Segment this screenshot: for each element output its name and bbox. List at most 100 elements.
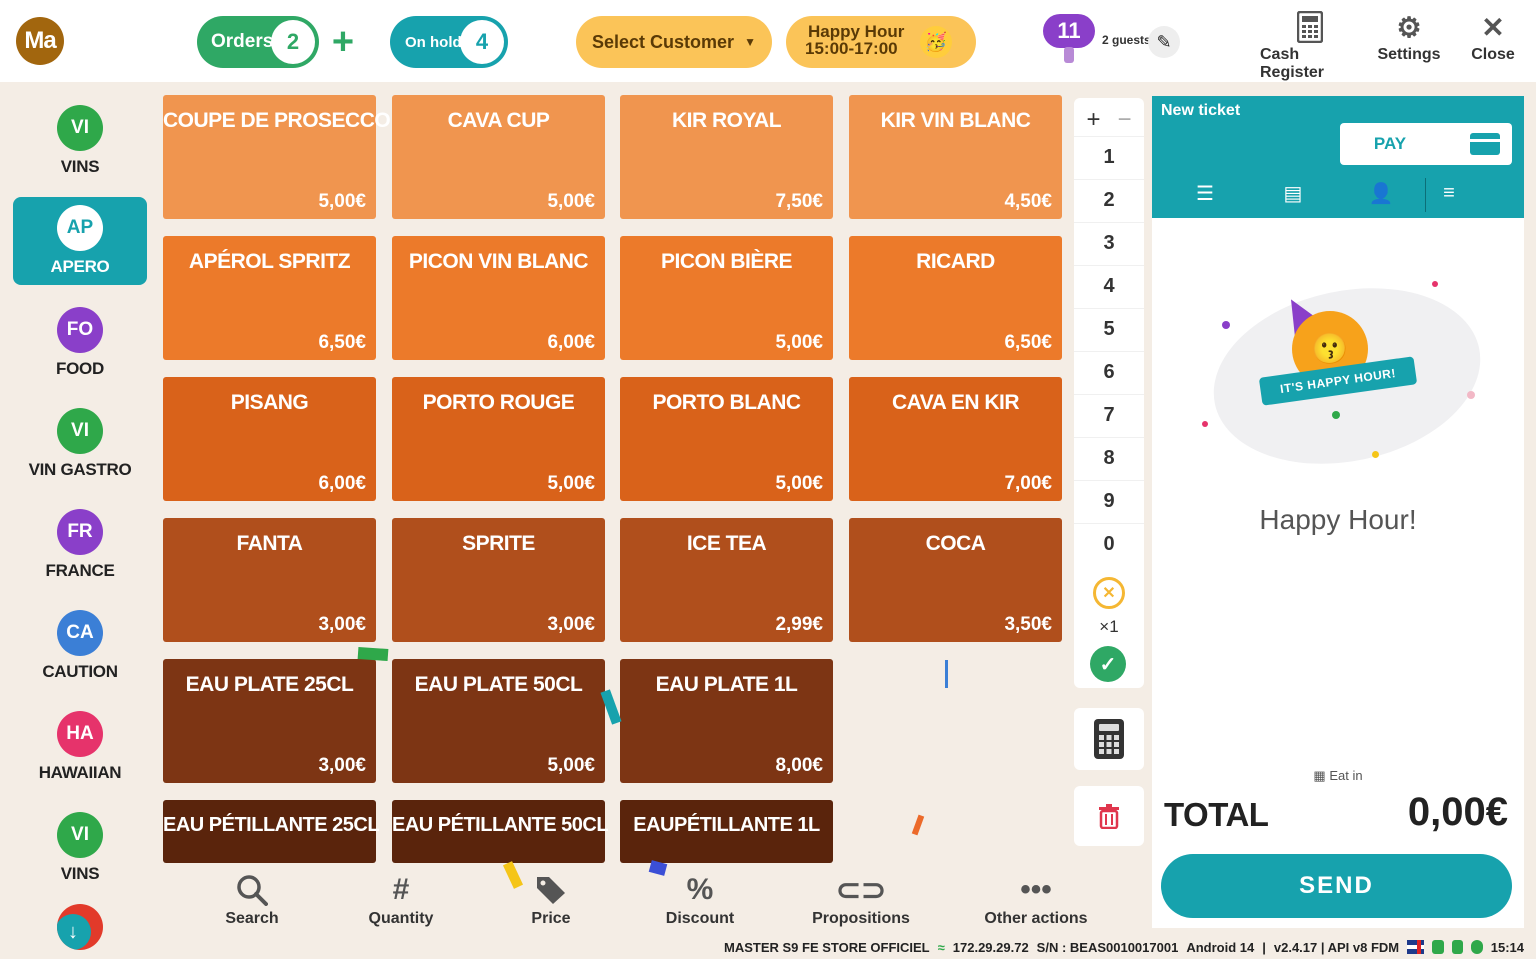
keypad-key-3[interactable]: 3 xyxy=(1074,222,1144,264)
settings-button[interactable]: ⚙ Settings xyxy=(1377,8,1441,64)
ticket-panel: New ticket PAY ☰ ▤ 👤 ≡ 😗 IT'S HAPPY HOUR… xyxy=(1152,96,1524,928)
minus-icon[interactable]: − xyxy=(1117,106,1132,133)
orders-count-badge: 2 xyxy=(271,20,315,64)
keypad-key-2[interactable]: 2 xyxy=(1074,179,1144,221)
clock-time: 15:14 xyxy=(1490,939,1524,955)
keypad-key-6[interactable]: 6 xyxy=(1074,351,1144,393)
product-tile[interactable]: FANTA 3,00€ xyxy=(163,518,376,642)
product-tile[interactable]: KIR VIN BLANC 4,50€ xyxy=(849,95,1062,219)
keypad-key-5[interactable]: 5 xyxy=(1074,308,1144,350)
category-badge: CA xyxy=(57,610,103,656)
category-vins[interactable]: VI VINS xyxy=(13,97,147,185)
product-tile[interactable]: PORTO BLANC 5,00€ xyxy=(620,377,833,501)
keypad-key-7[interactable]: 7 xyxy=(1074,394,1144,436)
cash-register-button[interactable]: Cash Register xyxy=(1260,8,1360,82)
product-tile[interactable]: CAVA EN KIR 7,00€ xyxy=(849,377,1062,501)
category-vins-2[interactable]: VI VINS xyxy=(13,804,147,892)
product-tile[interactable]: EAU PLATE 50CL 5,00€ xyxy=(392,659,605,783)
ticket-title: New ticket xyxy=(1161,102,1241,119)
product-tile[interactable]: PISANG 6,00€ xyxy=(163,377,376,501)
other-actions-label: Other actions xyxy=(984,910,1088,927)
product-tile[interactable]: CAVA CUP 5,00€ xyxy=(392,95,605,219)
product-name: CAVA CUP xyxy=(447,109,550,132)
product-price: 6,50€ xyxy=(1004,332,1052,353)
calculator-button[interactable] xyxy=(1074,708,1144,770)
cancel-icon[interactable]: ✕ xyxy=(1093,577,1125,609)
pay-button[interactable]: PAY xyxy=(1340,123,1512,165)
product-tile[interactable]: COCA 3,50€ xyxy=(849,518,1062,642)
happy-hour-illustration: 😗 IT'S HAPPY HOUR! xyxy=(1192,241,1497,488)
send-button[interactable]: SEND xyxy=(1161,854,1512,918)
category-hawaiian[interactable]: HA HAWAIIAN xyxy=(13,703,147,791)
select-customer-button[interactable]: Select Customer ▼ xyxy=(576,16,772,68)
service-mode[interactable]: ▦ Eat in xyxy=(1152,768,1524,784)
keypad-key-1[interactable]: 1 xyxy=(1074,136,1144,178)
search-label: Search xyxy=(225,910,279,927)
product-tile[interactable]: PICON VIN BLANC 6,00€ xyxy=(392,236,605,360)
category-apero[interactable]: AP APERO xyxy=(13,197,147,285)
propositions-button[interactable]: ⊂⊃ Propositions xyxy=(791,870,931,928)
product-tile[interactable]: PORTO ROUGE 5,00€ xyxy=(392,377,605,501)
discount-button[interactable]: % Discount xyxy=(630,870,770,928)
category-label: CAUTION xyxy=(42,662,118,681)
product-tile[interactable]: SPRITE 3,00€ xyxy=(392,518,605,642)
product-tile[interactable]: APÉROL SPRITZ 6,50€ xyxy=(163,236,376,360)
store-name: MASTER S9 FE STORE OFFICIEL xyxy=(724,939,930,955)
check-icon[interactable]: ✓ xyxy=(1090,646,1126,682)
keypad-key-9[interactable]: 9 xyxy=(1074,480,1144,522)
guests-count-badge[interactable]: 11 xyxy=(1043,14,1095,48)
product-price: 5,00€ xyxy=(547,473,595,494)
product-tile[interactable]: ICE TEA 2,99€ xyxy=(620,518,833,642)
product-tile[interactable]: COUPE DE PROSECCO 5,00€ xyxy=(163,95,391,219)
happy-hour-time: 15:00-17:00 xyxy=(805,39,898,58)
product-tile[interactable]: PICON BIÈRE 5,00€ xyxy=(620,236,833,360)
product-tile[interactable]: EAU PLATE 25CL 3,00€ xyxy=(163,659,376,783)
list-icon[interactable]: ☰ xyxy=(1196,182,1214,205)
keypad-key-4[interactable]: 4 xyxy=(1074,265,1144,307)
keypad-key-0[interactable]: 0 xyxy=(1074,523,1144,565)
close-button[interactable]: ✕ Close xyxy=(1468,8,1518,64)
pencil-icon[interactable]: ✎ xyxy=(1148,26,1180,58)
add-person-icon[interactable]: 👤 xyxy=(1368,182,1394,205)
search-icon xyxy=(236,870,268,910)
clear-list-icon[interactable]: ≡ xyxy=(1443,181,1455,204)
uk-flag-icon[interactable] xyxy=(1407,940,1425,954)
cash-register-icon xyxy=(1297,8,1323,46)
orders-button[interactable]: Orders 2 xyxy=(197,16,319,68)
pay-label: PAY xyxy=(1373,134,1407,153)
version-separator: | xyxy=(1262,939,1266,955)
category-france[interactable]: FR FRANCE xyxy=(13,501,147,589)
product-tile[interactable]: RICARD 6,50€ xyxy=(849,236,1062,360)
new-order-plus-icon[interactable]: + xyxy=(331,20,355,63)
plus-icon[interactable]: + xyxy=(1086,106,1101,133)
on-hold-button[interactable]: On hold 4 xyxy=(390,16,508,68)
other-actions-button[interactable]: ••• Other actions xyxy=(966,870,1106,928)
quantity-button[interactable]: # Quantity xyxy=(331,870,471,928)
scroll-down-button[interactable]: ↓ xyxy=(57,904,103,950)
product-tile[interactable]: EAUPÉTILLANTE 1L xyxy=(620,800,833,863)
confetti-decoration xyxy=(357,646,389,662)
product-tile[interactable]: EAU PÉTILLANTE 50CL xyxy=(392,800,609,863)
product-tile[interactable]: EAU PLATE 1L 8,00€ xyxy=(620,659,833,783)
happy-hour-button[interactable]: Happy Hour 15:00-17:00 🥳 xyxy=(786,16,976,68)
product-name: KIR ROYAL xyxy=(671,109,782,132)
product-tile[interactable]: KIR ROYAL 7,50€ xyxy=(620,95,833,219)
keypad-key-8[interactable]: 8 xyxy=(1074,437,1144,479)
settings-label: Settings xyxy=(1377,46,1441,63)
product-price: 8,00€ xyxy=(775,755,823,776)
menu-book-icon[interactable]: ▤ xyxy=(1283,182,1303,205)
credit-card-icon xyxy=(1470,133,1500,155)
user-avatar[interactable]: Ma xyxy=(16,17,64,65)
party-face-icon: 🥳 xyxy=(920,26,952,58)
confetti-decoration xyxy=(1432,281,1438,287)
category-caution[interactable]: CA CAUTION xyxy=(13,602,147,690)
search-button[interactable]: Search xyxy=(182,870,322,928)
product-tile[interactable]: EAU PÉTILLANTE 25CL xyxy=(163,800,380,863)
category-food[interactable]: FO FOOD xyxy=(13,299,147,387)
sync-icon xyxy=(1451,940,1464,954)
price-button[interactable]: Price xyxy=(481,870,621,928)
product-name: APÉROL SPRITZ xyxy=(188,250,351,273)
category-vin-gastro[interactable]: VI VIN GASTRO xyxy=(13,400,147,488)
gear-icon: ⚙ xyxy=(1396,11,1422,43)
delete-button[interactable] xyxy=(1074,786,1144,846)
